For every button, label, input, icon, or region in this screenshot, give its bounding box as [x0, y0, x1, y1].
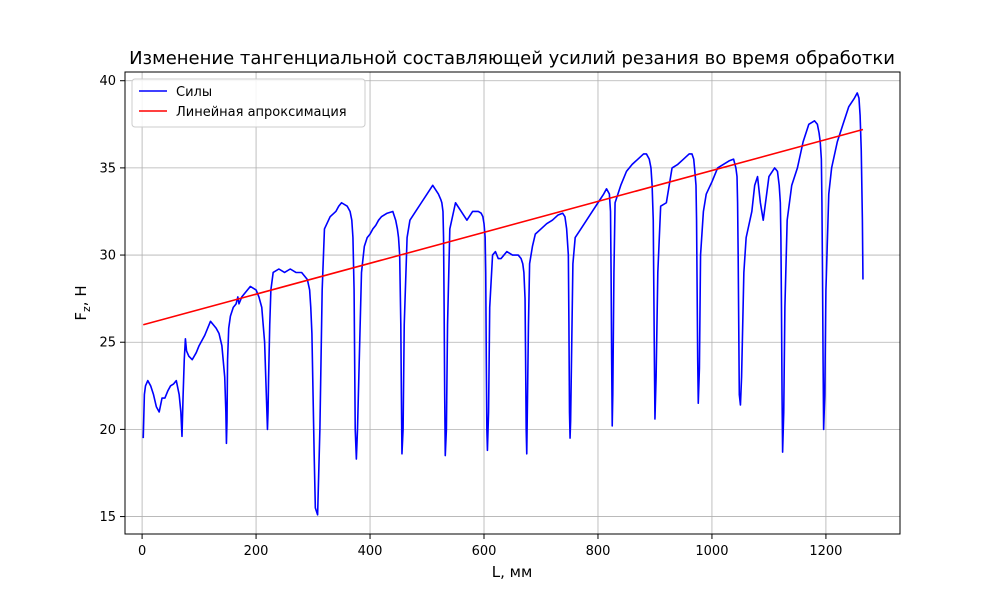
y-axis-label: Fz, Н: [72, 285, 93, 320]
x-tick-label: 0: [138, 544, 146, 559]
series-line-linear-approx: [143, 128, 864, 326]
plot-area-frame: [124, 71, 901, 535]
x-tick-label: 600: [472, 544, 497, 559]
y-tick-label: 40: [99, 74, 116, 89]
chart-title: Изменение тангенциальной составляющей ус…: [129, 48, 895, 69]
legend-label-approx: Линейная апроксимация: [176, 105, 347, 120]
y-tick-label: 25: [99, 336, 116, 351]
y-axis-label-tail: , Н: [72, 285, 90, 306]
y-tick-label: 15: [99, 510, 116, 525]
y-tick-label: 35: [99, 161, 116, 176]
y-axis: 15 20 25 30 35 40: [99, 74, 125, 525]
x-tick-label: 1200: [809, 544, 842, 559]
y-axis-label-main: F: [72, 312, 90, 321]
x-tick-label: 400: [358, 544, 383, 559]
legend: Силы Линейная апроксимация: [131, 78, 366, 128]
x-axis-label: L, мм: [492, 563, 533, 581]
legend-box: [131, 78, 366, 128]
x-tick-label: 800: [586, 544, 611, 559]
y-axis-label-sub: z: [80, 306, 93, 312]
y-tick-label: 30: [99, 249, 116, 264]
series-line-sily: [142, 92, 864, 516]
x-tick-label: 200: [244, 544, 269, 559]
y-tick-label: 20: [99, 423, 116, 438]
series-layer: [142, 92, 864, 516]
x-axis: 0 200 400 600 800 1000 1200: [138, 534, 842, 559]
legend-label-sily: Силы: [176, 85, 212, 100]
x-tick-label: 1000: [695, 544, 728, 559]
